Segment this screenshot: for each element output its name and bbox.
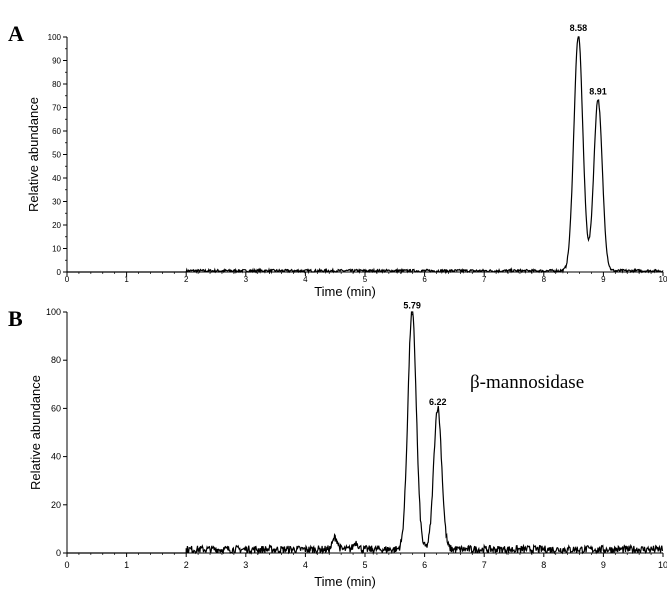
x-tick-label: 8 bbox=[542, 275, 547, 284]
y-tick-label: 50 bbox=[52, 151, 61, 160]
y-tick-label: 0 bbox=[56, 548, 61, 558]
peak-point bbox=[411, 313, 413, 316]
peak-label: 8.91 bbox=[589, 86, 607, 96]
x-tick-label: 6 bbox=[422, 275, 427, 284]
peak-point bbox=[597, 99, 599, 102]
panel-label: B bbox=[8, 306, 23, 331]
x-tick-label: 3 bbox=[244, 275, 249, 284]
y-tick-label: 0 bbox=[57, 268, 62, 277]
x-tick-label: 7 bbox=[482, 275, 487, 284]
x-axis-label: Time (min) bbox=[314, 284, 376, 299]
chart-panel-b: B 0 20 40 60 80 100 0 1 2 3 4 5 6 7 8 9 10 Time (min) Relat… bbox=[8, 300, 667, 589]
x-tick-label: 10 bbox=[658, 560, 667, 570]
y-tick-label: 60 bbox=[52, 127, 61, 136]
x-tick-label: 5 bbox=[363, 275, 368, 284]
y-tick-label: 20 bbox=[51, 500, 61, 510]
peak-point bbox=[577, 36, 580, 38]
x-tick-label: 0 bbox=[64, 560, 69, 570]
peak-label: 5.79 bbox=[403, 300, 421, 310]
y-tick-label: 30 bbox=[52, 198, 61, 207]
y-tick-label: 70 bbox=[52, 104, 61, 113]
y-tick-label: 60 bbox=[51, 403, 61, 413]
y-tick-label: 80 bbox=[52, 80, 61, 89]
y-tick-label: 10 bbox=[52, 245, 61, 254]
y-tick-label: 20 bbox=[52, 221, 61, 230]
x-tick-label: 10 bbox=[659, 275, 667, 284]
x-tick-label: 5 bbox=[362, 560, 367, 570]
x-tick-label: 8 bbox=[541, 560, 546, 570]
y-tick-label: 100 bbox=[48, 33, 62, 42]
y-axis-label: Relative abundance bbox=[26, 97, 41, 212]
x-tick-label: 2 bbox=[184, 560, 189, 570]
x-tick-label: 6 bbox=[422, 560, 427, 570]
x-axis-label: Time (min) bbox=[314, 574, 376, 589]
x-tick-label: 9 bbox=[601, 560, 606, 570]
peak-label: 8.58 bbox=[570, 23, 588, 33]
x-tick-label: 0 bbox=[65, 275, 70, 284]
chromatogram-trace bbox=[67, 311, 664, 556]
enzyme-annotation: β-mannosidase bbox=[470, 372, 584, 393]
x-tick-label: 4 bbox=[303, 560, 308, 570]
peak-label: 6.22 bbox=[429, 397, 447, 407]
chromatogram-trace bbox=[67, 36, 664, 275]
y-tick-label: 100 bbox=[46, 307, 61, 317]
y-tick-label: 40 bbox=[51, 452, 61, 462]
panel-label: A bbox=[8, 21, 24, 46]
y-tick-label: 90 bbox=[52, 57, 61, 66]
x-tick-label: 1 bbox=[124, 275, 129, 284]
chart-panel-a: A 0 10 20 30 40 50 60 70 80 90 100 0 1 2 3 4 5 6 7 8 9 10 Time … bbox=[8, 21, 667, 299]
x-tick-label: 7 bbox=[482, 560, 487, 570]
x-tick-label: 1 bbox=[124, 560, 129, 570]
x-tick-label: 9 bbox=[601, 275, 606, 284]
x-tick-label: 4 bbox=[303, 275, 308, 284]
x-tick-label: 3 bbox=[243, 560, 248, 570]
peak-point bbox=[436, 410, 439, 412]
y-tick-label: 80 bbox=[51, 355, 61, 365]
x-tick-label: 2 bbox=[184, 275, 189, 284]
y-axis-label: Relative abundance bbox=[28, 375, 43, 490]
y-tick-label: 40 bbox=[52, 174, 61, 183]
